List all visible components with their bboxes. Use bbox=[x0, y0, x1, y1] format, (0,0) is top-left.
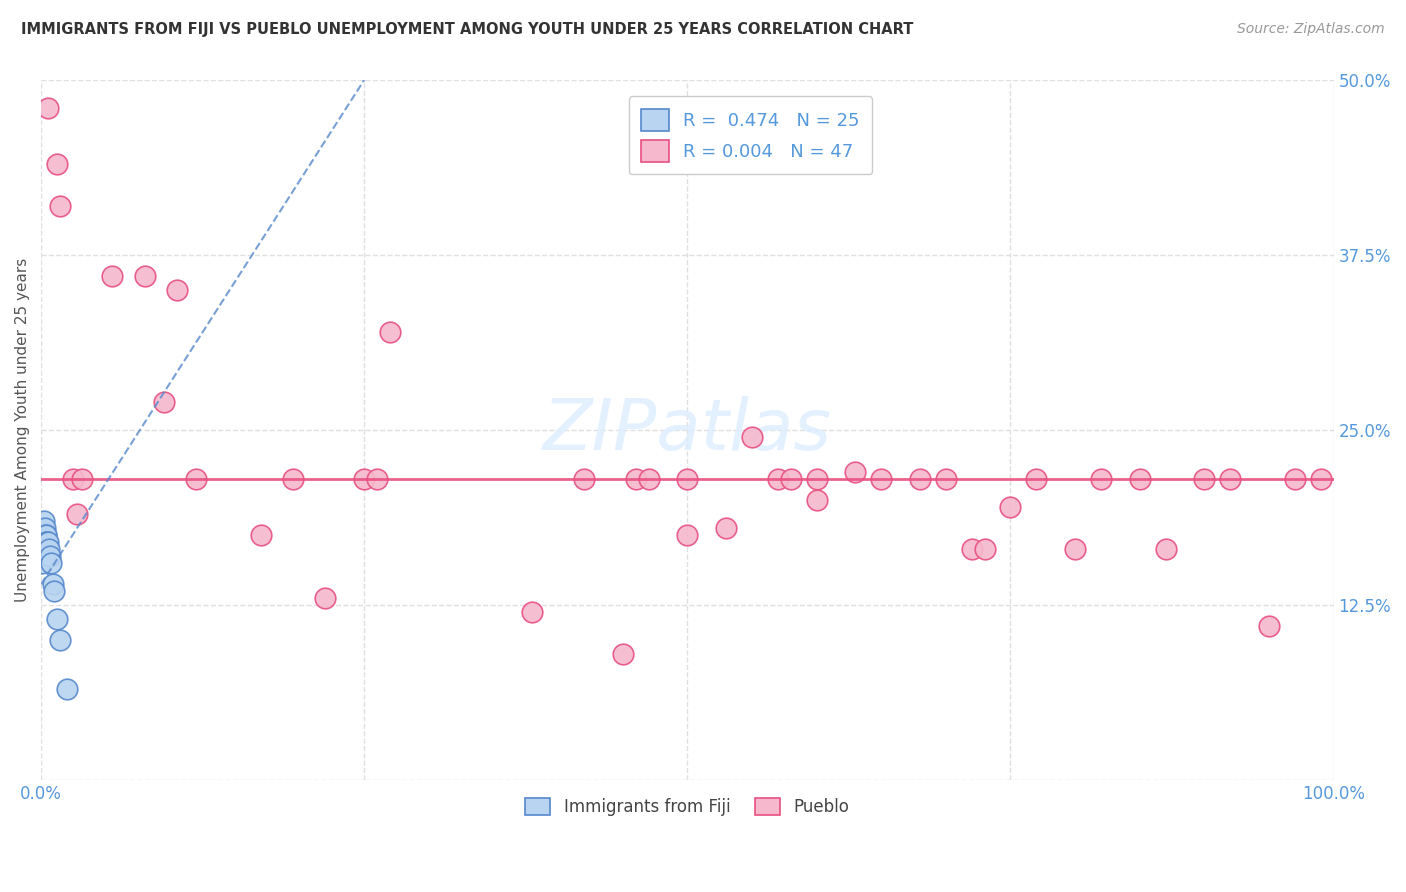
Point bbox=[1309, 472, 1331, 486]
Point bbox=[314, 591, 336, 606]
Point bbox=[714, 521, 737, 535]
Point bbox=[844, 465, 866, 479]
Point bbox=[35, 535, 58, 549]
Text: IMMIGRANTS FROM FIJI VS PUEBLO UNEMPLOYMENT AMONG YOUTH UNDER 25 YEARS CORRELATI: IMMIGRANTS FROM FIJI VS PUEBLO UNEMPLOYM… bbox=[21, 22, 914, 37]
Point bbox=[153, 395, 176, 409]
Point bbox=[41, 556, 63, 570]
Point bbox=[612, 647, 634, 661]
Point bbox=[676, 528, 699, 542]
Point bbox=[973, 542, 995, 557]
Point bbox=[1194, 472, 1216, 486]
Point bbox=[624, 472, 647, 486]
Text: ZIPatlas: ZIPatlas bbox=[543, 396, 832, 465]
Point bbox=[779, 472, 801, 486]
Point bbox=[166, 283, 188, 297]
Point bbox=[45, 612, 67, 626]
Point bbox=[134, 268, 156, 283]
Point bbox=[1154, 542, 1177, 557]
Point bbox=[676, 472, 699, 486]
Point bbox=[34, 528, 56, 542]
Point bbox=[45, 157, 67, 171]
Point bbox=[1129, 472, 1152, 486]
Y-axis label: Unemployment Among Youth under 25 years: Unemployment Among Youth under 25 years bbox=[15, 258, 30, 602]
Point bbox=[1090, 472, 1112, 486]
Point bbox=[637, 472, 659, 486]
Legend: Immigrants from Fiji, Pueblo: Immigrants from Fiji, Pueblo bbox=[517, 789, 858, 824]
Point bbox=[34, 535, 56, 549]
Point bbox=[741, 430, 763, 444]
Point bbox=[960, 542, 983, 557]
Point bbox=[37, 101, 59, 115]
Point bbox=[1025, 472, 1047, 486]
Point bbox=[56, 682, 79, 697]
Point bbox=[281, 472, 304, 486]
Point bbox=[34, 528, 56, 542]
Point bbox=[49, 633, 72, 648]
Point bbox=[72, 472, 94, 486]
Point bbox=[1257, 619, 1279, 633]
Point bbox=[42, 584, 65, 599]
Point bbox=[32, 528, 55, 542]
Point bbox=[32, 521, 55, 535]
Point bbox=[37, 535, 59, 549]
Point bbox=[31, 542, 53, 557]
Point bbox=[353, 472, 375, 486]
Point bbox=[572, 472, 595, 486]
Point bbox=[806, 493, 828, 508]
Point bbox=[806, 472, 828, 486]
Point bbox=[34, 521, 56, 535]
Text: Source: ZipAtlas.com: Source: ZipAtlas.com bbox=[1237, 22, 1385, 37]
Point bbox=[35, 528, 58, 542]
Point bbox=[31, 535, 53, 549]
Point bbox=[366, 472, 388, 486]
Point bbox=[1000, 500, 1022, 515]
Point bbox=[101, 268, 124, 283]
Point bbox=[66, 507, 89, 521]
Point bbox=[250, 528, 273, 542]
Point bbox=[1284, 472, 1306, 486]
Point bbox=[908, 472, 931, 486]
Point bbox=[39, 549, 62, 564]
Point bbox=[870, 472, 893, 486]
Point bbox=[766, 472, 789, 486]
Point bbox=[1219, 472, 1241, 486]
Point bbox=[31, 528, 53, 542]
Point bbox=[186, 472, 208, 486]
Point bbox=[42, 577, 65, 591]
Point bbox=[38, 542, 60, 557]
Point bbox=[32, 514, 55, 528]
Point bbox=[935, 472, 957, 486]
Point bbox=[34, 528, 56, 542]
Point bbox=[49, 199, 72, 213]
Point bbox=[35, 535, 58, 549]
Point bbox=[62, 472, 84, 486]
Point bbox=[32, 528, 55, 542]
Point bbox=[522, 605, 544, 619]
Point bbox=[31, 556, 53, 570]
Point bbox=[1064, 542, 1087, 557]
Point bbox=[378, 325, 401, 339]
